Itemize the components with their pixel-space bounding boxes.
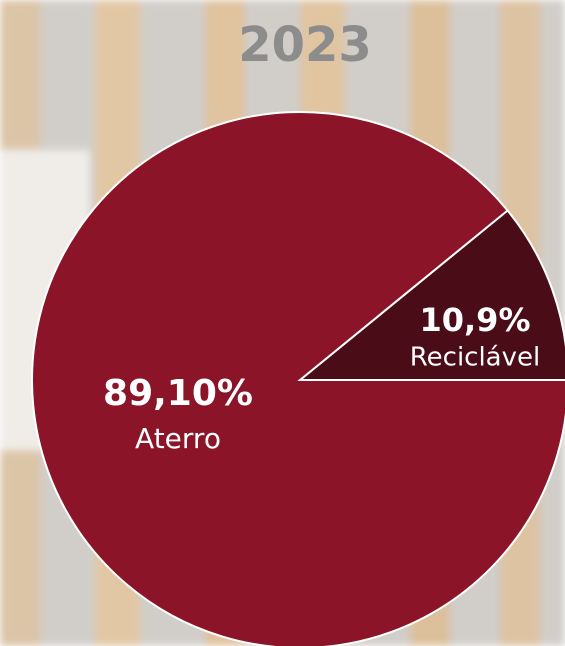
pie: 10,9% Reciclável 89,10% Aterro — [31, 111, 565, 646]
value-label: 10,9% — [419, 301, 530, 339]
slice-label: Aterro — [135, 422, 221, 455]
pie-slice — [31, 111, 565, 646]
pie-slice — [297, 209, 565, 381]
value-label: 89,10% — [103, 373, 253, 414]
slice-label: Reciclável — [410, 343, 540, 373]
chart-title: 2023 — [238, 17, 372, 73]
